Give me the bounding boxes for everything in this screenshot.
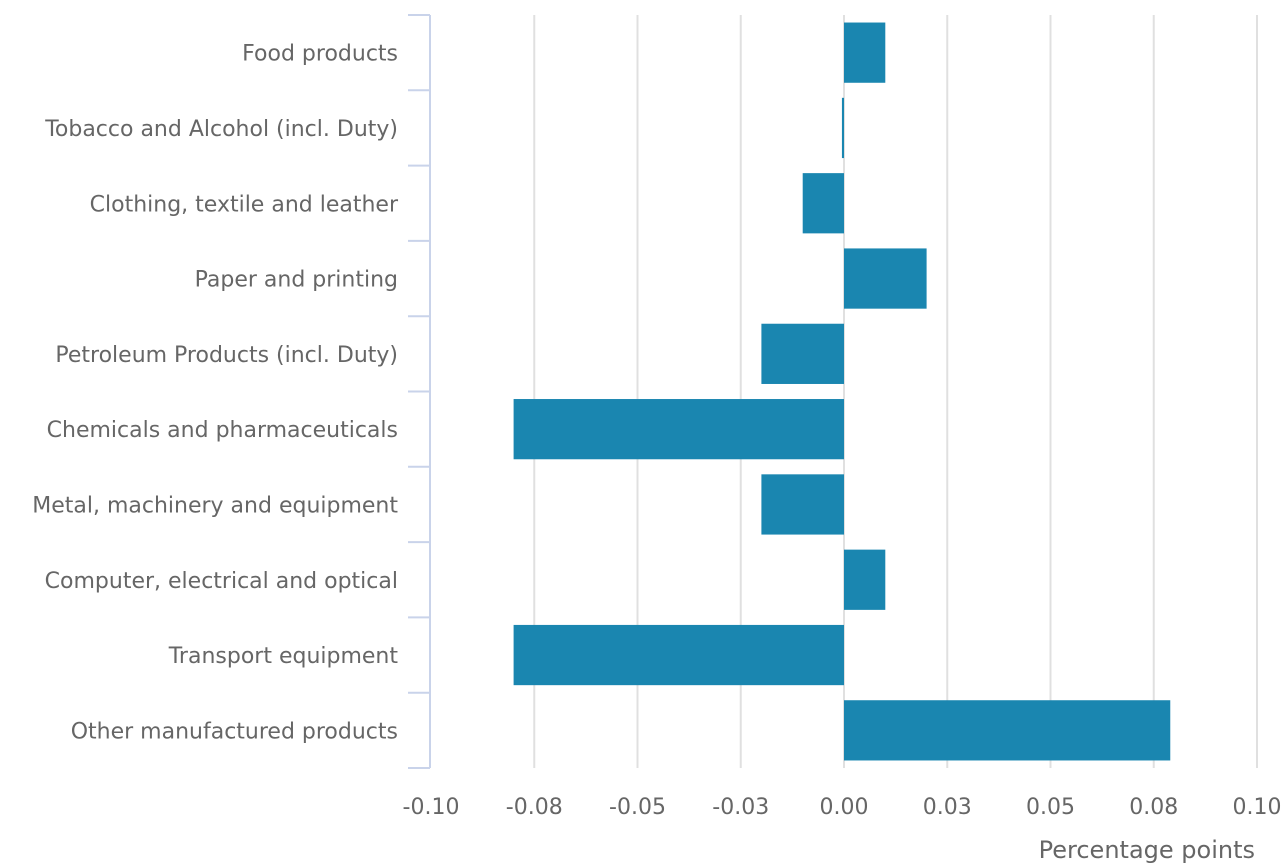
category-label: Petroleum Products (incl. Duty): [55, 343, 398, 368]
category-label: Chemicals and pharmaceuticals: [47, 418, 398, 443]
category-label: Tobacco and Alcohol (incl. Duty): [44, 117, 398, 142]
x-tick-label: 0.03: [923, 795, 972, 820]
category-label: Metal, machinery and equipment: [32, 493, 398, 518]
x-tick-label: 0.00: [820, 795, 869, 820]
x-tick-label: -0.10: [403, 795, 460, 820]
bar: [844, 549, 886, 610]
x-tick-label: -0.05: [609, 795, 666, 820]
bar: [844, 22, 886, 83]
x-tick-label: -0.08: [506, 795, 563, 820]
x-tick-label: 0.10: [1233, 795, 1282, 820]
category-label: Other manufactured products: [71, 719, 398, 744]
bar: [761, 323, 844, 384]
x-axis-ticks: -0.10 -0.08 -0.05 -0.03 0.00 0.03 0.05 0.08 0.10: [403, 795, 1282, 820]
x-tick-label: 0.08: [1129, 795, 1178, 820]
bar: [761, 474, 844, 535]
bar: [513, 399, 844, 460]
x-tick-label: -0.03: [712, 795, 769, 820]
bar: [844, 248, 927, 309]
bar: [841, 97, 844, 159]
y-axis: Food products Tobacco and Alcohol (incl. …: [32, 14, 431, 769]
bar: [802, 173, 844, 234]
bar: [844, 700, 1171, 761]
bars: [513, 22, 1171, 761]
x-axis-title: Percentage points: [1039, 836, 1255, 864]
category-label: Paper and printing: [195, 268, 398, 293]
category-label: Computer, electrical and optical: [45, 569, 398, 594]
category-label: Transport equipment: [168, 644, 399, 669]
category-label: Food products: [242, 42, 398, 67]
bar: [513, 624, 844, 686]
x-tick-label: 0.05: [1026, 795, 1075, 820]
category-label: Clothing, textile and leather: [90, 192, 399, 217]
